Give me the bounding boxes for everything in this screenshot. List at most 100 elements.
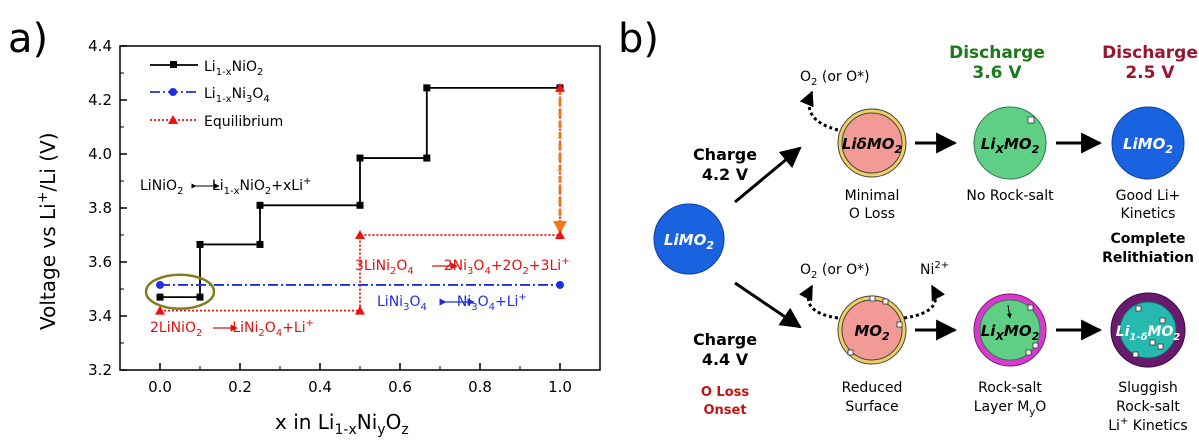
ni2-release-arrow	[903, 284, 945, 320]
data-point-triangle	[155, 305, 165, 315]
data-point-square	[256, 201, 264, 209]
caption-rock-salt-2: Rock-salt	[1116, 399, 1180, 415]
chart-a: 0.0 0.2 0.4 0.6 0.8 1.0 3.2 3.4 3.6 3.8 4.0 4.2 4.4…	[35, 37, 601, 438]
particle-defect	[1132, 351, 1139, 358]
start-limo2-circle	[653, 203, 725, 275]
particle-li-delta-label: LiδMO2	[842, 135, 903, 156]
particle-sluggish-label: Li1-δMO2	[1116, 324, 1181, 343]
header-discharge-36-voltage: 3.6 V	[972, 63, 1022, 83]
panel-b-label: b)	[618, 16, 659, 62]
caption-sluggish: Sluggish	[1118, 380, 1177, 396]
charge-42-label: Charge	[693, 145, 757, 164]
particle-lix-green-label: LiXMO2	[981, 135, 1040, 156]
particle-mo2-label: MO2	[854, 322, 890, 343]
particle-limo2-final	[1111, 106, 1185, 180]
caption-no-rock-salt: No Rock-salt	[966, 188, 1054, 204]
annotation-3lini2o4-reaction: 3LiNi2O4 2Ni3O4+2O2+3Li+	[355, 256, 570, 277]
particle-rocksalt-label: LiXMO2	[981, 322, 1040, 343]
y-tick-label: 4.0	[88, 145, 112, 163]
x-tick-label: 0.6	[388, 378, 412, 396]
y-tick-label: 3.8	[88, 199, 112, 217]
caption-kinetics: Kinetics	[1121, 206, 1176, 222]
caption-complete: Complete	[1111, 231, 1186, 247]
legend-marker-equilibrium	[168, 115, 178, 124]
particle-defect	[896, 321, 903, 328]
particle-defect	[1149, 339, 1156, 346]
series-group	[155, 82, 567, 315]
data-point-triangle	[555, 82, 565, 92]
particle-li-delta-core	[841, 112, 903, 174]
header-discharge-25-voltage: 2.5 V	[1125, 63, 1175, 83]
caption-surface: Surface	[845, 399, 898, 415]
o2-release-bottom-arrow	[799, 284, 839, 320]
x-tick-group: 0.0 0.2 0.4 0.6 0.8 1.0	[148, 363, 572, 396]
panel-a-label: a)	[8, 16, 48, 62]
circled-region	[144, 273, 216, 310]
charge-44-arrow	[734, 281, 802, 329]
legend-marker-ni3o4	[169, 88, 177, 96]
diagram-b: Discharge 3.6 V Discharge 2.5 V Charge 4…	[653, 43, 1198, 434]
data-point-square	[256, 240, 264, 248]
caption-rock-salt: Rock-salt	[978, 380, 1042, 396]
data-point-square	[196, 293, 204, 301]
legend-label-nio2: Li1-xNiO2	[204, 59, 263, 78]
charge-42-voltage: 4.2 V	[702, 165, 749, 184]
data-point-square	[156, 293, 164, 301]
legend-label-equilibrium: Equilibrium	[204, 114, 283, 130]
x-tick-label: 0.0	[148, 378, 172, 396]
o2-release-top-arrow	[799, 90, 839, 132]
caption-li-kinetics: Li+ Kinetics	[1108, 416, 1187, 434]
start-limo2-label: LiMO2	[664, 231, 714, 252]
charge-44-voltage: 4.4 V	[702, 350, 749, 369]
o-loss-onset: Onset	[703, 403, 746, 418]
caption-reduced: Reduced	[842, 380, 903, 396]
x-tick-label: 0.2	[228, 378, 252, 396]
particle-defect	[847, 349, 854, 356]
particle-inner-arrow	[1006, 304, 1012, 319]
data-point-square	[423, 84, 431, 92]
particle-defect	[869, 295, 876, 302]
data-point-square	[356, 154, 364, 162]
particle-defect	[882, 298, 889, 305]
orange-arrow-head	[553, 221, 567, 234]
data-point-circle	[556, 280, 564, 289]
data-point-circle	[156, 280, 164, 289]
header-discharge-36: Discharge	[949, 43, 1045, 63]
o-loss-label: O Loss	[701, 385, 750, 400]
ni2-label: Ni2+	[920, 260, 949, 278]
caption-minimal: Minimal	[845, 188, 900, 204]
data-point-triangle	[355, 305, 365, 315]
y-tick-label: 4.4	[88, 37, 112, 55]
x-axis-label: x in Li1-xNiyOz	[275, 410, 409, 438]
annotation-2linio2-reaction: 2LiNiO2 LiNi2O4+Li+	[150, 318, 314, 339]
data-point-triangle	[355, 230, 365, 239]
x-tick-label: 0.8	[468, 378, 492, 396]
legend-label-ni3o4: Li1-xNi3O4	[204, 86, 270, 105]
particle-lix-green	[973, 106, 1047, 180]
annotation-lini3o4-reaction: LiNi3O4 Ni3O4+Li+	[377, 292, 527, 313]
x-tick-label: 0.4	[308, 378, 332, 396]
caption-good-li: Good Li+	[1116, 188, 1181, 204]
y-tick-label: 3.6	[88, 253, 112, 271]
y-axis-label: Voltage vs Li+/Li (V)	[35, 132, 60, 330]
header-discharge-25: Discharge	[1102, 43, 1198, 63]
particle-defect	[1027, 116, 1035, 124]
particle-defect	[1135, 305, 1142, 312]
charge-44-label: Charge	[693, 330, 757, 349]
y-tick-group: 3.2 3.4 3.6 3.8 4.0 4.2 4.4	[88, 37, 127, 379]
series-line	[160, 87, 561, 312]
annotation-linio2-reaction: LiNiO2 Li1-xNiO2+xLi+	[140, 176, 311, 197]
y-tick-label: 4.2	[88, 91, 112, 109]
particle-limo2-final-label: LiMO2	[1123, 135, 1173, 156]
data-point-square	[423, 154, 431, 162]
charge-42-arrow	[734, 146, 802, 204]
particle-defect	[1027, 304, 1034, 311]
particle-defect	[1025, 349, 1032, 356]
series-line	[160, 86, 560, 298]
o2-release-bottom-label: O2 (or O*)	[800, 262, 870, 281]
y-tick-label: 3.2	[88, 361, 112, 379]
particle-defect	[1032, 342, 1039, 349]
particle-defect	[1157, 343, 1164, 350]
legend-marker-nio2	[170, 61, 177, 68]
